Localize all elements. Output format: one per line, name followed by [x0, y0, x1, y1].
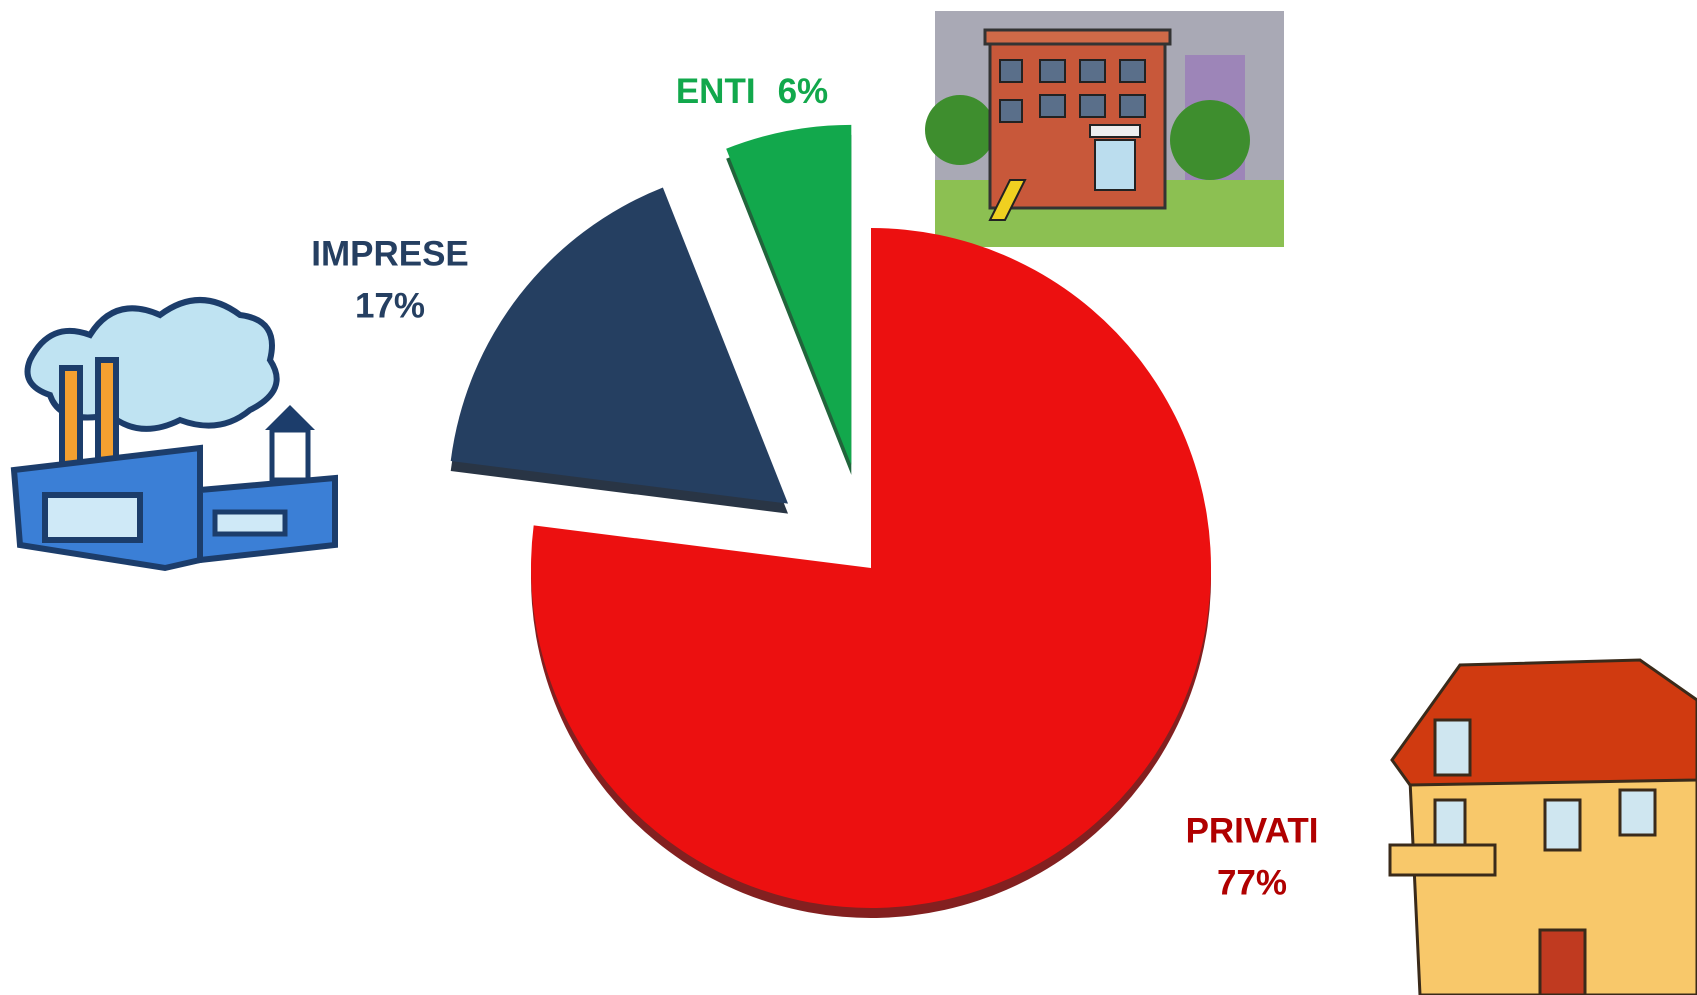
- factory-illustration: [10, 297, 338, 572]
- slice: [450, 187, 789, 504]
- slice-label: IMPRESE: [311, 234, 469, 273]
- slice-value-label: 77%: [1217, 863, 1287, 902]
- slice: [726, 124, 852, 465]
- slice-label-group: ENTI 6%: [676, 72, 828, 111]
- slice-label: ENTI: [676, 72, 756, 111]
- slice-label: PRIVATI: [1186, 811, 1319, 850]
- slice: [531, 228, 1212, 908]
- slice-value-label: 17%: [355, 286, 425, 325]
- house-illustration: [1388, 658, 1697, 995]
- slice-value-label: 6%: [778, 72, 829, 111]
- school-illustration: [925, 11, 1284, 247]
